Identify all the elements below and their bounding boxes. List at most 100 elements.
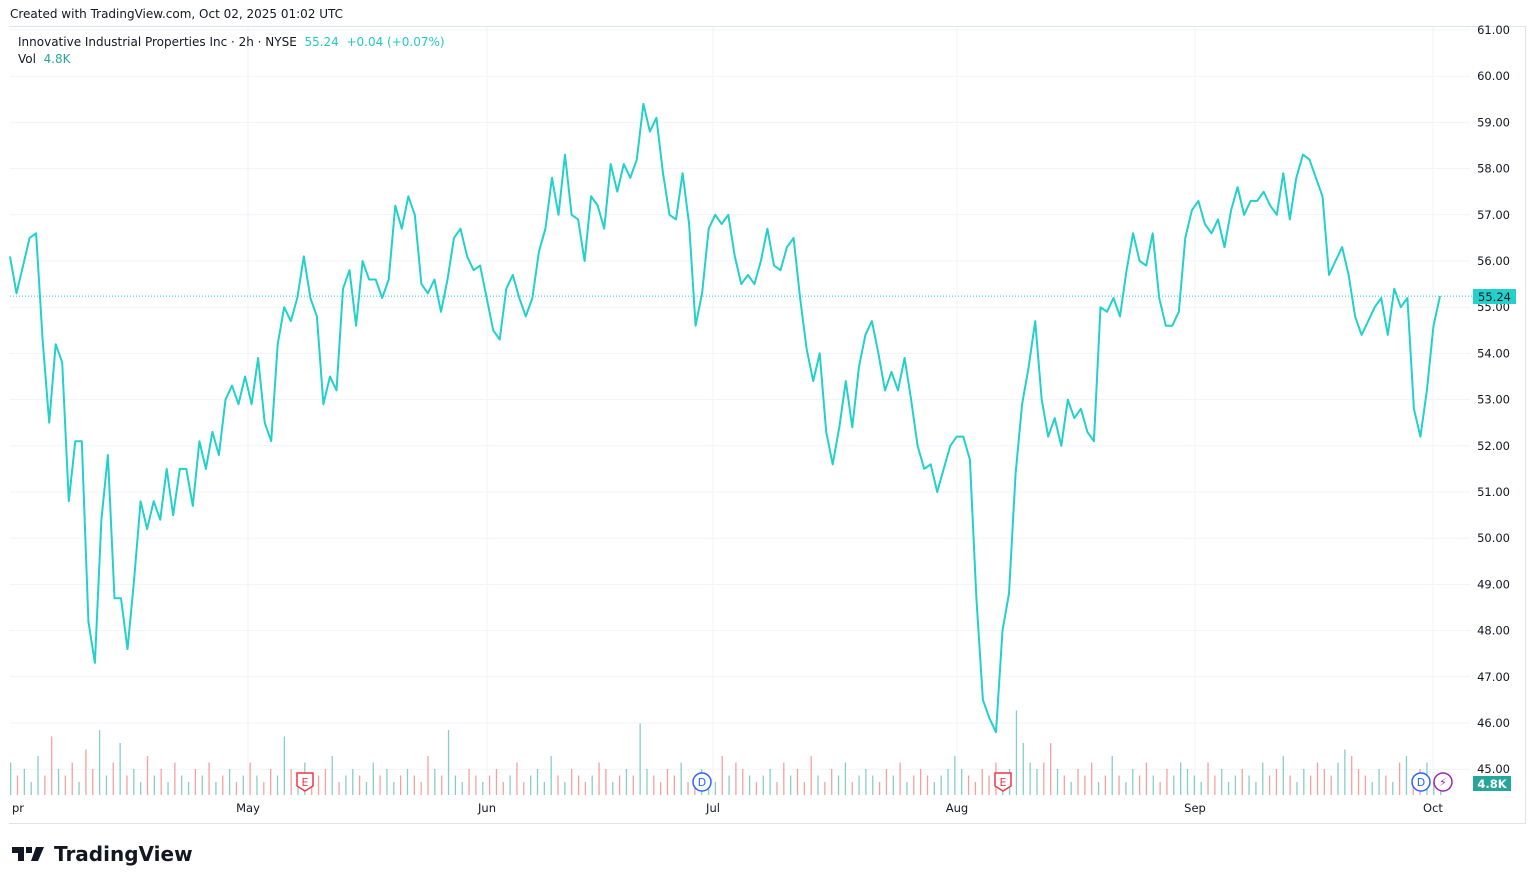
- volume-bar: [222, 775, 224, 795]
- volume-bar: [488, 775, 491, 795]
- volume-bar: [673, 775, 675, 795]
- volume-bar: [851, 782, 853, 795]
- volume-bar: [961, 769, 963, 795]
- volume-bar: [44, 775, 46, 795]
- earnings-marker[interactable]: E: [994, 772, 1012, 792]
- volume-bar: [872, 775, 874, 795]
- volume-bar: [933, 782, 935, 795]
- event-label: E: [302, 776, 309, 789]
- volume-bar: [878, 782, 881, 795]
- volume-bar: [536, 769, 539, 795]
- volume-bar: [632, 775, 634, 795]
- legend-row-symbol: Innovative Industrial Properties Inc · 2…: [18, 34, 445, 51]
- volume-bar: [263, 782, 265, 795]
- volume-bar: [516, 762, 518, 795]
- price-tag: 55.24: [1473, 289, 1516, 304]
- volume-bar: [1173, 775, 1175, 795]
- y-tick-label: 52.00: [1477, 439, 1510, 453]
- volume-bar: [365, 782, 368, 795]
- volume-bar: [817, 775, 819, 795]
- tradingview-logo-icon: [12, 847, 44, 861]
- volume-bar: [119, 743, 121, 795]
- volume-bar: [64, 775, 67, 795]
- volume-bar: [1070, 782, 1072, 795]
- volume-bar: [71, 762, 73, 795]
- event-label: D: [698, 776, 706, 789]
- volume-bar: [967, 775, 970, 795]
- volume-bar: [112, 762, 114, 795]
- volume-bar: [1330, 775, 1332, 795]
- volume-bar: [160, 769, 162, 795]
- volume-bar: [1050, 743, 1052, 795]
- dividend-marker[interactable]: D: [692, 772, 712, 792]
- price-change: +0.04 (+0.07%): [346, 35, 445, 49]
- volume-bar: [776, 782, 778, 795]
- legend-row-volume: Vol 4.8K: [18, 51, 445, 68]
- y-tick-label: 57.00: [1477, 208, 1510, 222]
- volume-bar: [447, 730, 450, 795]
- volume-bar: [482, 782, 484, 795]
- volume-bar: [639, 723, 641, 795]
- volume-bar: [153, 775, 155, 795]
- volume-bar: [1282, 756, 1284, 795]
- volume-bar: [1145, 762, 1148, 795]
- x-tick-label: Aug: [946, 801, 968, 815]
- volume-bar: [646, 769, 648, 795]
- volume-bar: [187, 782, 190, 795]
- volume-bar: [420, 782, 422, 795]
- volume-bar: [1268, 775, 1271, 795]
- volume-bar: [413, 775, 415, 795]
- volume-bar: [557, 775, 559, 795]
- volume-bar: [283, 736, 285, 795]
- volume-bar: [406, 769, 409, 795]
- volume-bar: [1351, 756, 1353, 795]
- volume-bar: [755, 782, 758, 795]
- volume-bar: [23, 769, 25, 795]
- volume-bar: [1077, 769, 1079, 795]
- volume-bar: [57, 769, 60, 795]
- volume-bar: [762, 775, 764, 795]
- dividend-marker[interactable]: D: [1411, 772, 1431, 792]
- y-tick-label: 48.00: [1477, 624, 1510, 638]
- volume-bar: [133, 769, 135, 795]
- price-tag-text: 55.24: [1478, 290, 1511, 304]
- split-flash-marker[interactable]: ⚡: [1433, 772, 1453, 792]
- y-tick-label: 45.00: [1477, 762, 1510, 776]
- volume-bar: [625, 769, 628, 795]
- x-tick-label: pr: [12, 801, 24, 815]
- volume-bar: [105, 775, 108, 795]
- volume-bar: [1186, 769, 1189, 795]
- volume-bar: [270, 769, 272, 795]
- volume-bar: [523, 782, 525, 795]
- volume-bar: [1234, 775, 1237, 795]
- volume-bar: [228, 769, 231, 795]
- volume-bar: [1029, 762, 1031, 795]
- volume-bar: [126, 775, 128, 795]
- volume-bar: [865, 769, 867, 795]
- volume-bar: [92, 769, 94, 795]
- volume-bar: [543, 782, 545, 795]
- volume-bar: [940, 775, 942, 795]
- volume-bar: [1193, 775, 1195, 795]
- volume-bar: [584, 782, 587, 795]
- volume-bar: [1241, 769, 1243, 795]
- volume-bar: [988, 775, 990, 795]
- volume-bar: [434, 769, 436, 795]
- volume-bar: [1159, 782, 1161, 795]
- volume-bar: [51, 736, 53, 795]
- y-tick-label: 58.00: [1477, 162, 1510, 176]
- volume-bar: [249, 762, 251, 795]
- tradingview-logo[interactable]: TradingView: [12, 842, 193, 866]
- volume-bar: [803, 782, 805, 795]
- volume-bar: [660, 782, 662, 795]
- volume-bar: [1022, 743, 1024, 795]
- volume-bar: [235, 782, 238, 795]
- volume-bar: [1200, 782, 1202, 795]
- y-tick-label: 61.00: [1477, 23, 1510, 37]
- volume-bar: [721, 756, 723, 795]
- volume-bar: [796, 769, 799, 795]
- earnings-marker[interactable]: E: [296, 772, 314, 792]
- volume-bar: [215, 782, 217, 795]
- volume-bar: [530, 775, 532, 795]
